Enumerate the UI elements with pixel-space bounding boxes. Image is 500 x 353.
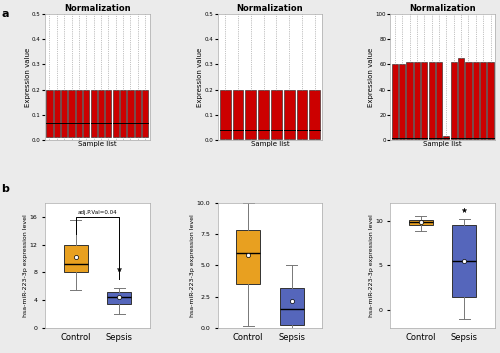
Title: Normalization: Normalization	[236, 4, 304, 13]
Text: b: b	[2, 184, 10, 193]
Bar	[271, 90, 281, 138]
Text: a: a	[2, 9, 9, 19]
Bar	[90, 90, 96, 137]
Bar	[421, 62, 428, 138]
Bar	[310, 90, 320, 138]
Bar	[458, 58, 464, 138]
Bar	[466, 62, 471, 138]
Bar	[68, 90, 74, 137]
Title: Normalization: Normalization	[64, 4, 130, 13]
Bar	[83, 90, 89, 137]
Bar	[142, 90, 148, 137]
X-axis label: Sample list: Sample list	[424, 141, 462, 147]
Y-axis label: Expression value: Expression value	[198, 47, 203, 107]
Y-axis label: Expression value: Expression value	[24, 47, 30, 107]
Y-axis label: hsa-miR-223-3p expression level: hsa-miR-223-3p expression level	[23, 214, 28, 317]
Bar	[452, 225, 476, 297]
X-axis label: Sample list: Sample list	[250, 141, 290, 147]
Bar	[64, 245, 88, 273]
Bar	[98, 90, 104, 137]
Bar	[414, 62, 420, 138]
Bar	[406, 62, 412, 138]
Bar	[444, 136, 450, 138]
Bar	[246, 90, 256, 138]
Bar	[232, 90, 243, 138]
Bar	[46, 90, 52, 137]
Bar	[135, 90, 141, 137]
Bar	[107, 292, 131, 304]
Bar	[428, 62, 434, 138]
Bar	[258, 90, 269, 138]
Bar	[472, 62, 479, 138]
Bar	[61, 90, 68, 137]
Y-axis label: Expression value: Expression value	[368, 47, 374, 107]
Bar	[296, 90, 308, 138]
Bar	[220, 90, 230, 138]
Bar	[450, 62, 457, 138]
X-axis label: Sample list: Sample list	[78, 141, 116, 147]
Bar	[54, 90, 60, 137]
Bar	[112, 90, 119, 137]
Bar	[128, 90, 134, 137]
Bar	[399, 64, 405, 138]
Bar	[436, 62, 442, 138]
Bar	[409, 220, 433, 225]
Bar	[76, 90, 82, 137]
Bar	[236, 230, 260, 284]
Bar	[480, 62, 486, 138]
Bar	[106, 90, 112, 137]
Bar	[392, 64, 398, 138]
Bar	[280, 288, 304, 324]
Text: adj.P.Val=0.04: adj.P.Val=0.04	[78, 210, 117, 215]
Bar	[488, 62, 494, 138]
Bar	[284, 90, 294, 138]
Title: Normalization: Normalization	[410, 4, 476, 13]
Y-axis label: hsa-miR-223-3p expression level: hsa-miR-223-3p expression level	[368, 214, 374, 317]
Bar	[120, 90, 126, 137]
Y-axis label: hsa-miR-223-3p expression level: hsa-miR-223-3p expression level	[190, 214, 195, 317]
